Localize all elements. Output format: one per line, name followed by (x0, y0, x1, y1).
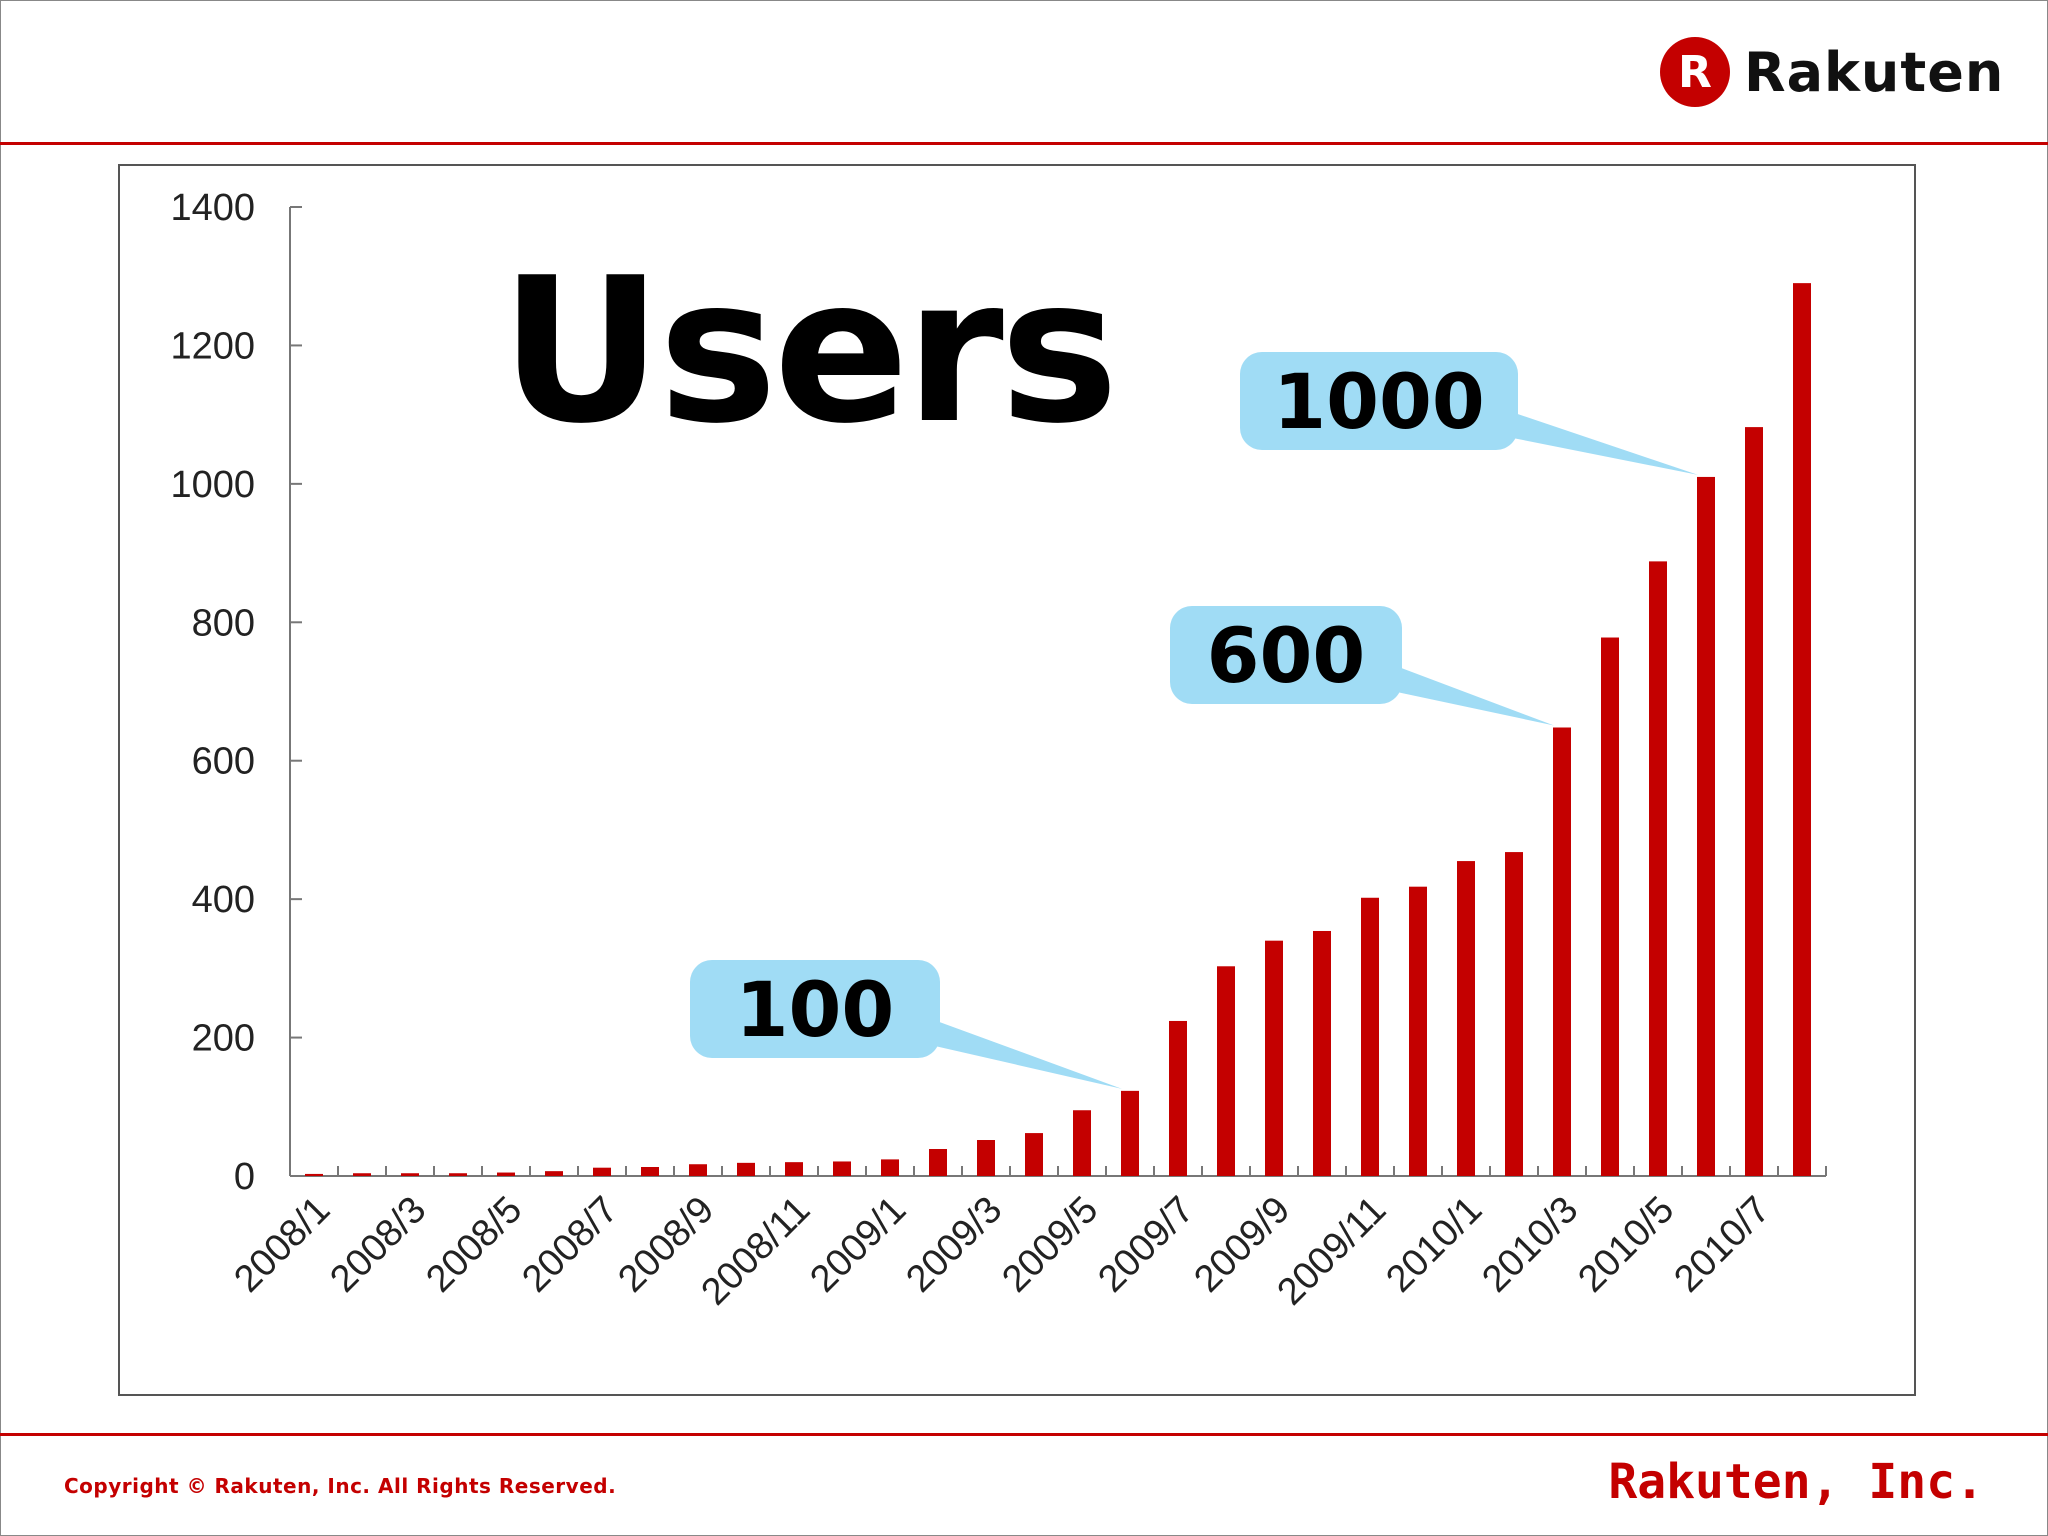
y-tick-label: 800 (192, 602, 255, 644)
header-rule (0, 142, 2048, 145)
chart-title: Users (500, 235, 1119, 468)
y-tick-label: 600 (192, 741, 255, 783)
bar (1697, 476, 1715, 1177)
x-tick-label: 2009/5 (994, 1189, 1106, 1301)
x-tick-label: 2010/7 (1666, 1189, 1778, 1301)
bar (449, 1173, 467, 1176)
callout-label: 600 (1207, 611, 1366, 700)
bar (1745, 427, 1763, 1176)
bar (1457, 861, 1475, 1176)
y-tick-label: 1000 (170, 464, 255, 506)
x-tick-label: 2009/1 (802, 1189, 914, 1301)
x-tick-label: 2010/3 (1474, 1189, 1586, 1301)
bar (1313, 930, 1331, 1176)
x-tick-label: 2008/7 (514, 1189, 626, 1301)
y-tick-label: 200 (192, 1018, 255, 1060)
bar (1649, 561, 1667, 1176)
bar (593, 1167, 611, 1176)
y-tick-label: 400 (192, 879, 255, 921)
callout-box (1240, 352, 1518, 450)
callout-label: 1000 (1273, 357, 1485, 446)
y-tick-label: 1200 (170, 325, 255, 367)
x-tick-label: 2010/1 (1378, 1189, 1490, 1301)
bar (689, 1164, 707, 1176)
bar (1121, 1090, 1139, 1176)
bar (305, 1173, 323, 1176)
bar (497, 1172, 515, 1176)
bar (929, 1149, 947, 1176)
bar (1409, 886, 1427, 1176)
footer-rule (0, 1433, 2048, 1436)
bar (1793, 283, 1811, 1176)
brand-logo-text: Rakuten (1744, 40, 2005, 104)
rakuten-r-icon: R (1660, 37, 1730, 107)
bar (641, 1167, 659, 1176)
bar (1073, 1110, 1091, 1176)
bar (833, 1161, 851, 1176)
bar (1553, 727, 1571, 1176)
x-tick-label: 2008/11 (694, 1189, 819, 1314)
y-tick-label: 1400 (170, 187, 255, 229)
bar (1361, 897, 1379, 1176)
bar (1217, 966, 1235, 1176)
bar (1601, 637, 1619, 1176)
y-tick-label: 0 (234, 1156, 255, 1198)
bar (881, 1159, 899, 1176)
callout-pointer (1398, 666, 1554, 726)
bar (353, 1173, 371, 1176)
company-name: Rakuten, Inc. (1608, 1454, 1984, 1510)
x-tick-label: 2009/11 (1270, 1189, 1395, 1314)
x-tick-label: 2008/3 (322, 1189, 434, 1301)
callout-box (1170, 606, 1402, 704)
bar-chart: 02004006008001000120014002008/12008/3200… (170, 187, 1827, 1314)
callout-pointer (936, 1020, 1122, 1089)
bar (545, 1171, 563, 1176)
bar (737, 1162, 755, 1176)
x-tick-label: 2009/7 (1090, 1189, 1202, 1301)
brand-logo: R Rakuten (1660, 34, 2004, 110)
callout-box (690, 960, 940, 1058)
bar (977, 1140, 995, 1176)
callout-label: 100 (736, 965, 895, 1054)
x-tick-label: 2009/3 (898, 1189, 1010, 1301)
bar (785, 1162, 803, 1176)
chart-panel: 0 200 400 600 800 1000 1200 1400 2008/1 2008/3 200… (118, 164, 1916, 1396)
bar (1025, 1133, 1043, 1176)
copyright-text: Copyright © Rakuten, Inc. All Rights Res… (64, 1474, 617, 1498)
bar (1265, 940, 1283, 1176)
x-tick-label: 2008/5 (418, 1189, 530, 1301)
bar (1505, 852, 1523, 1176)
bar (1169, 1020, 1187, 1176)
x-tick-label: 2008/1 (226, 1189, 338, 1301)
callout-pointer (1514, 412, 1698, 475)
x-tick-label: 2010/5 (1570, 1189, 1682, 1301)
bar (401, 1173, 419, 1176)
